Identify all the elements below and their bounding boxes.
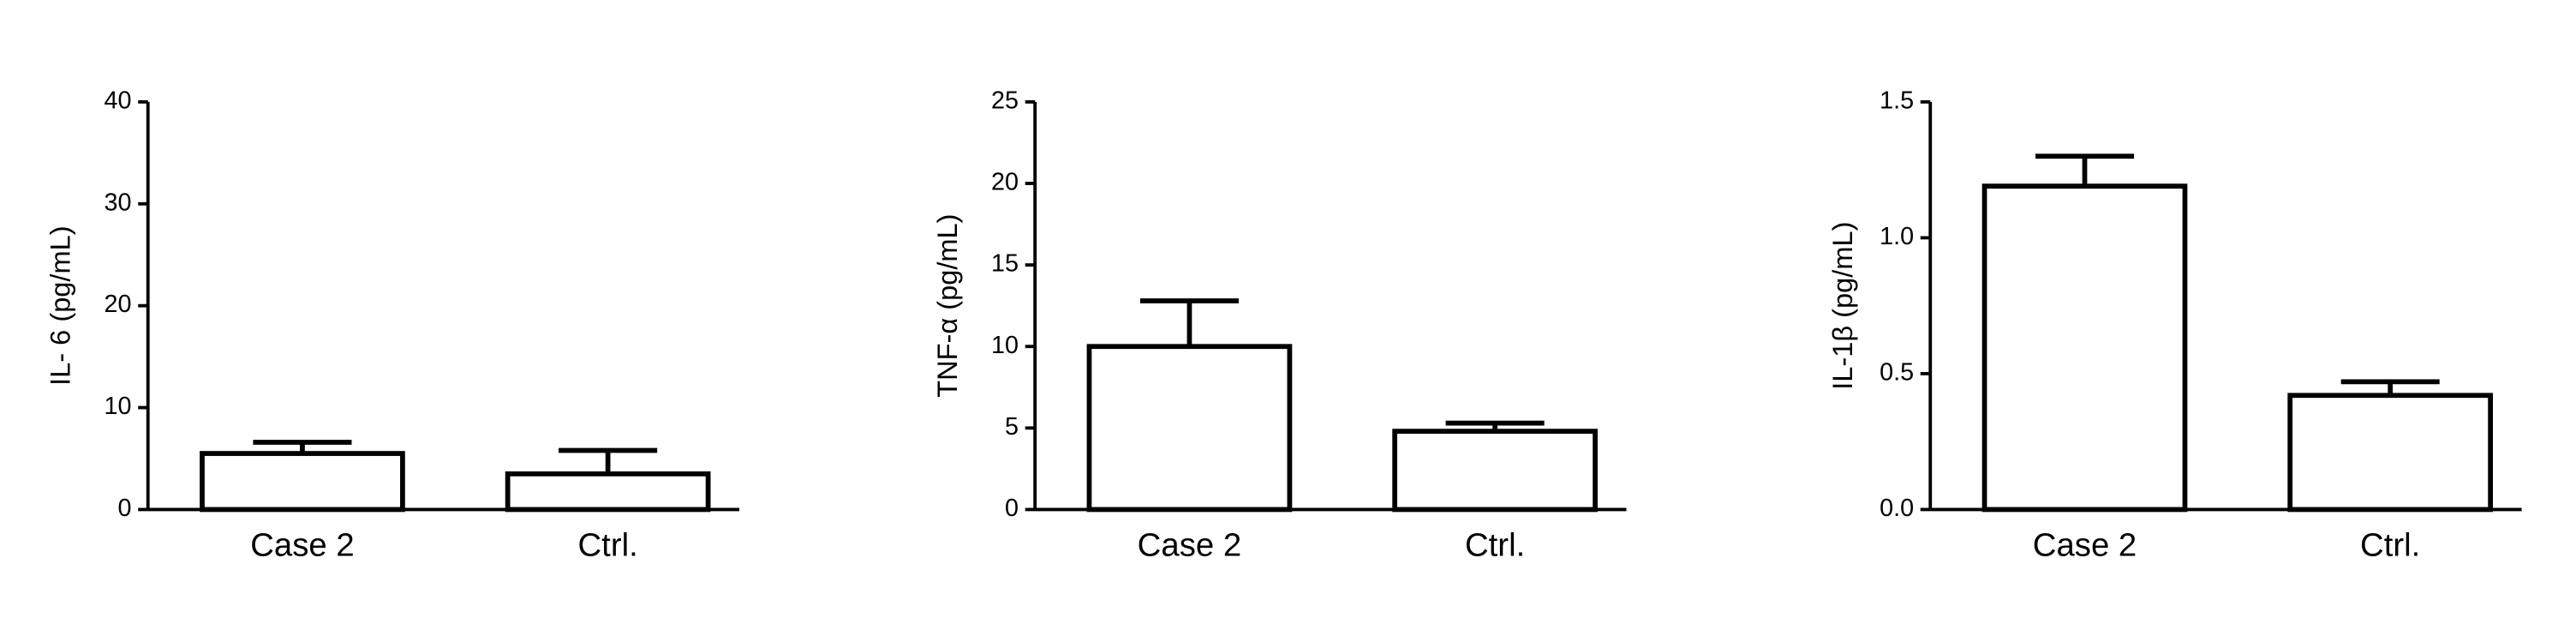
x-tick-label: Ctrl. xyxy=(2360,527,2420,564)
bar xyxy=(1086,344,1293,513)
y-tick-label: 40 xyxy=(105,87,132,114)
bar xyxy=(1392,429,1598,513)
x-tick-label: Ctrl. xyxy=(577,527,637,564)
y-tick-label: 0 xyxy=(118,495,132,522)
x-tick-label: Case 2 xyxy=(250,527,355,564)
y-tick-label: 20 xyxy=(105,291,132,318)
y-tick-label: 20 xyxy=(991,169,1019,196)
x-tick-label: Case 2 xyxy=(1138,527,1242,564)
bar xyxy=(2287,393,2494,513)
bar xyxy=(200,451,405,513)
y-tick-label: 30 xyxy=(105,189,132,216)
x-tick-label: Case 2 xyxy=(2033,527,2137,564)
y-axis-label: IL-1β (pg/mL) xyxy=(1826,222,1858,390)
y-tick-label: 10 xyxy=(991,332,1019,359)
y-tick-label: 0.5 xyxy=(1880,359,1914,387)
y-tick-label: 5 xyxy=(1005,413,1019,441)
bar xyxy=(505,471,711,513)
y-tick-label: 10 xyxy=(105,393,132,420)
y-tick-label: 1.0 xyxy=(1880,223,1914,250)
y-tick-label: 15 xyxy=(991,250,1019,278)
y-tick-label: 0.0 xyxy=(1880,495,1914,522)
y-tick-label: 25 xyxy=(991,87,1019,114)
x-tick-label: Ctrl. xyxy=(1465,527,1525,564)
bar xyxy=(1981,183,2188,513)
y-axis-label: IL- 6 (pg/mL) xyxy=(45,225,76,385)
y-tick-label: 0 xyxy=(1005,495,1019,522)
y-tick-label: 1.5 xyxy=(1880,87,1914,114)
y-axis-label: TNF-α (pg/mL) xyxy=(931,214,963,398)
